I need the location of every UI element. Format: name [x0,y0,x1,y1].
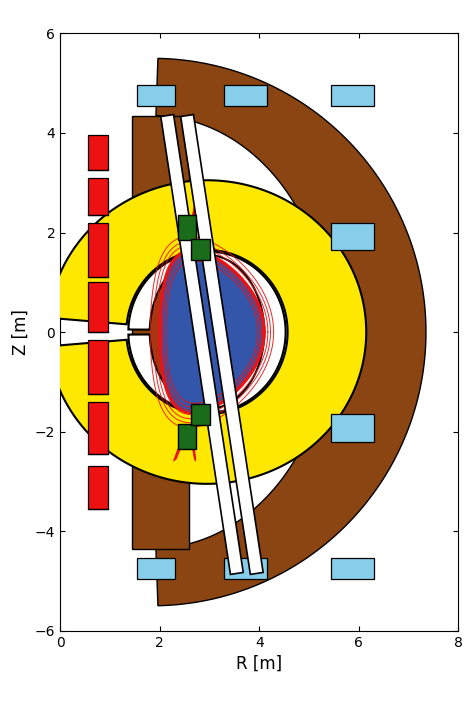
Polygon shape [156,58,426,606]
Polygon shape [331,222,374,250]
Polygon shape [191,240,210,260]
Polygon shape [331,85,374,106]
Polygon shape [331,559,374,580]
Polygon shape [88,283,109,332]
Polygon shape [128,252,286,413]
Polygon shape [178,423,196,449]
Polygon shape [88,402,109,454]
Polygon shape [178,215,196,240]
Polygon shape [88,178,109,215]
Polygon shape [88,466,109,509]
Polygon shape [160,251,264,413]
Polygon shape [191,404,210,425]
Polygon shape [88,339,109,394]
Polygon shape [137,85,174,106]
Polygon shape [137,559,174,580]
Polygon shape [161,114,243,574]
Polygon shape [224,85,267,106]
Polygon shape [132,116,189,549]
Polygon shape [88,222,109,278]
Polygon shape [224,559,267,580]
Polygon shape [331,414,374,442]
Y-axis label: Z [m]: Z [m] [11,309,29,355]
Polygon shape [88,135,109,170]
Polygon shape [181,114,263,574]
Polygon shape [48,180,366,484]
X-axis label: R [m]: R [m] [236,655,283,673]
